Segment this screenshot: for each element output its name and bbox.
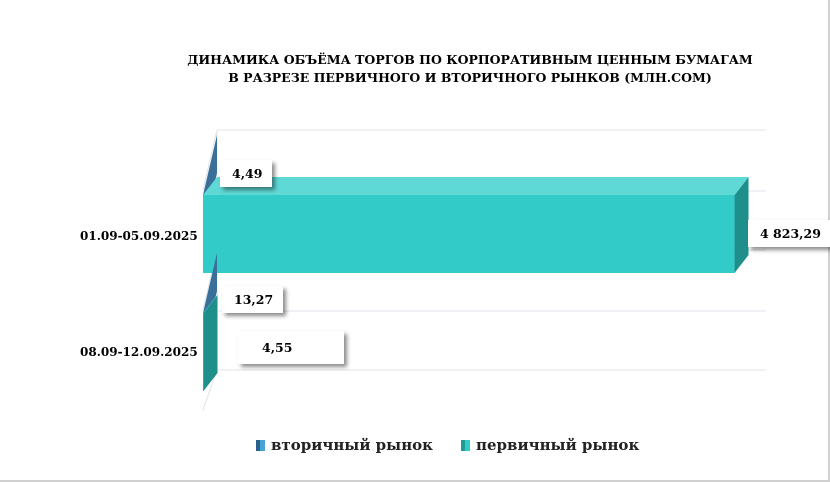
legend-label-primary: первичный рынок xyxy=(476,436,640,454)
depth-line-0 xyxy=(202,129,218,191)
legend-swatch-secondary xyxy=(256,439,265,451)
bar-primary-1-front xyxy=(203,195,735,273)
category-label-week2: 08.09-12.09.2025 xyxy=(80,345,198,359)
legend-label-secondary: вторичный рынок xyxy=(271,436,434,454)
bar-primary-1-top xyxy=(203,177,749,195)
data-label-primary-week2: 4,55 xyxy=(238,331,345,364)
data-label-secondary-week2: 13,27 xyxy=(222,286,284,313)
data-label-secondary-week1: 4,49 xyxy=(220,160,273,187)
chart-title: ДИНАМИКА ОБЪЁМА ТОРГОВ ПО КОРПОРАТИВНЫМ … xyxy=(187,52,753,67)
data-label-primary-week1: 4 823,29 xyxy=(748,220,830,247)
chart-subtitle: В РАЗРЕЗЕ ПЕРВИЧНОГО И ВТОРИЧНОГО РЫНКОВ… xyxy=(228,70,712,85)
bar-primary-1-side xyxy=(734,177,749,273)
depth-line-2 xyxy=(202,369,218,411)
bar-primary-2-top xyxy=(203,295,218,313)
legend-swatch-primary xyxy=(461,439,471,451)
legend-item-secondary: вторичный рынок xyxy=(256,436,433,454)
category-label-week1: 01.09-05.09.2025 xyxy=(80,229,198,243)
bar-primary-2-front xyxy=(203,313,204,391)
legend: вторичный рынок первичный рынок xyxy=(256,436,639,454)
legend-item-primary: первичный рынок xyxy=(461,436,639,454)
bar-primary-2-side xyxy=(203,295,218,391)
